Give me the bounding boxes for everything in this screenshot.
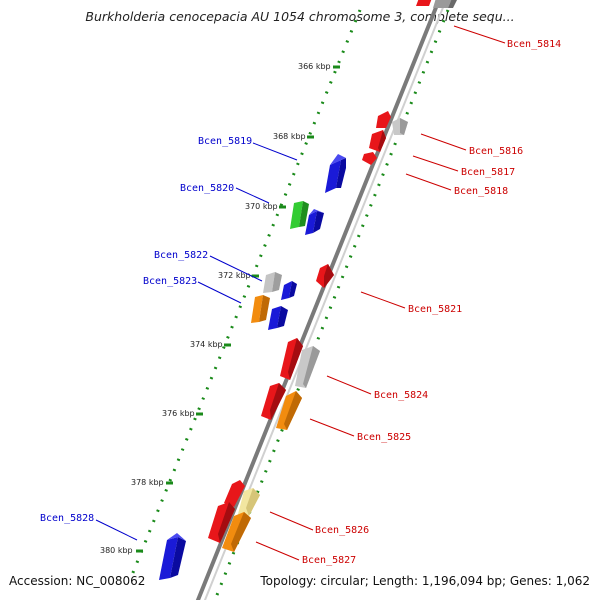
- gene-bcen-5824[interactable]: [280, 338, 303, 380]
- gene-bcen-5819[interactable]: [325, 154, 346, 193]
- gene-label-bcen-5821[interactable]: Bcen_5821: [408, 304, 462, 315]
- gene-bcen-5824-b[interactable]: [295, 346, 320, 388]
- gene-bcen-5823-b[interactable]: [268, 306, 288, 330]
- gene-label-bcen-5819[interactable]: Bcen_5819: [198, 136, 252, 147]
- gene-bcen-5825[interactable]: [261, 383, 286, 420]
- scale-tick: 380 kbp: [100, 546, 133, 555]
- gene-label-bcen-5827[interactable]: Bcen_5827: [302, 555, 356, 566]
- gene-bcen-5820[interactable]: [290, 201, 309, 229]
- gene-label-bcen-5822[interactable]: Bcen_5822: [154, 250, 208, 261]
- scale-tick: 370 kbp: [245, 202, 278, 211]
- gene-bcen-5817[interactable]: [369, 130, 386, 152]
- gene-bcen-5828[interactable]: [159, 533, 186, 580]
- gene-bcen-5821[interactable]: [316, 264, 334, 288]
- gene-bcen-5816[interactable]: [376, 111, 408, 135]
- accession-text: Accession: NC_008062: [9, 574, 146, 588]
- left-leader-lines: [95, 142, 298, 541]
- right-leader-lines: [255, 25, 506, 561]
- reverse-strand-genes: [208, 0, 458, 552]
- scale-tick: 368 kbp: [273, 132, 306, 141]
- map-title: Burkholderia cenocepacia AU 1054 chromos…: [85, 9, 515, 24]
- forward-strand-genes: [159, 154, 346, 580]
- gene-label-bcen-5817[interactable]: Bcen_5817: [461, 167, 515, 178]
- gene-bcen-5827[interactable]: [208, 502, 251, 552]
- genome-stats-text: Topology: circular; Length: 1,196,094 bp…: [260, 574, 590, 588]
- gene-label-bcen-5828[interactable]: Bcen_5828: [40, 513, 94, 524]
- gene-bcen-5814[interactable]: [416, 0, 458, 8]
- gene-label-bcen-5816[interactable]: Bcen_5816: [469, 146, 523, 157]
- gene-label-bcen-5820[interactable]: Bcen_5820: [180, 183, 234, 194]
- gene-bcen-5823[interactable]: [251, 295, 270, 323]
- gene-label-bcen-5818[interactable]: Bcen_5818: [454, 186, 508, 197]
- left-gene-labels: Bcen_5819 Bcen_5820 Bcen_5822 Bcen_5823 …: [40, 136, 252, 524]
- scale-tick: 372 kbp: [218, 271, 251, 280]
- scale-ticks: 366 kbp 368 kbp 370 kbp 372 kbp 374 kbp …: [100, 62, 340, 555]
- scale-tick: 366 kbp: [298, 62, 331, 71]
- gene-label-bcen-5814[interactable]: Bcen_5814: [507, 39, 561, 50]
- gene-bcen-5826[interactable]: [224, 480, 260, 516]
- gene-bcen-5825-b[interactable]: [276, 391, 302, 430]
- gene-bcen-5818[interactable]: [362, 152, 377, 165]
- gene-bcen-5822[interactable]: [263, 272, 282, 293]
- scale-tick: 378 kbp: [131, 478, 164, 487]
- gene-bcen-5822-b[interactable]: [281, 281, 297, 300]
- scale-tick: 376 kbp: [162, 409, 195, 418]
- gene-label-bcen-5825[interactable]: Bcen_5825: [357, 432, 411, 443]
- gene-label-bcen-5824[interactable]: Bcen_5824: [374, 390, 428, 401]
- gene-label-bcen-5826[interactable]: Bcen_5826: [315, 525, 369, 536]
- scale-tick: 374 kbp: [190, 340, 223, 349]
- gene-bcen-5820-b[interactable]: [305, 209, 324, 235]
- right-gene-labels: Bcen_5814 Bcen_5816 Bcen_5817 Bcen_5818 …: [302, 39, 561, 566]
- gene-label-bcen-5823[interactable]: Bcen_5823: [143, 276, 197, 287]
